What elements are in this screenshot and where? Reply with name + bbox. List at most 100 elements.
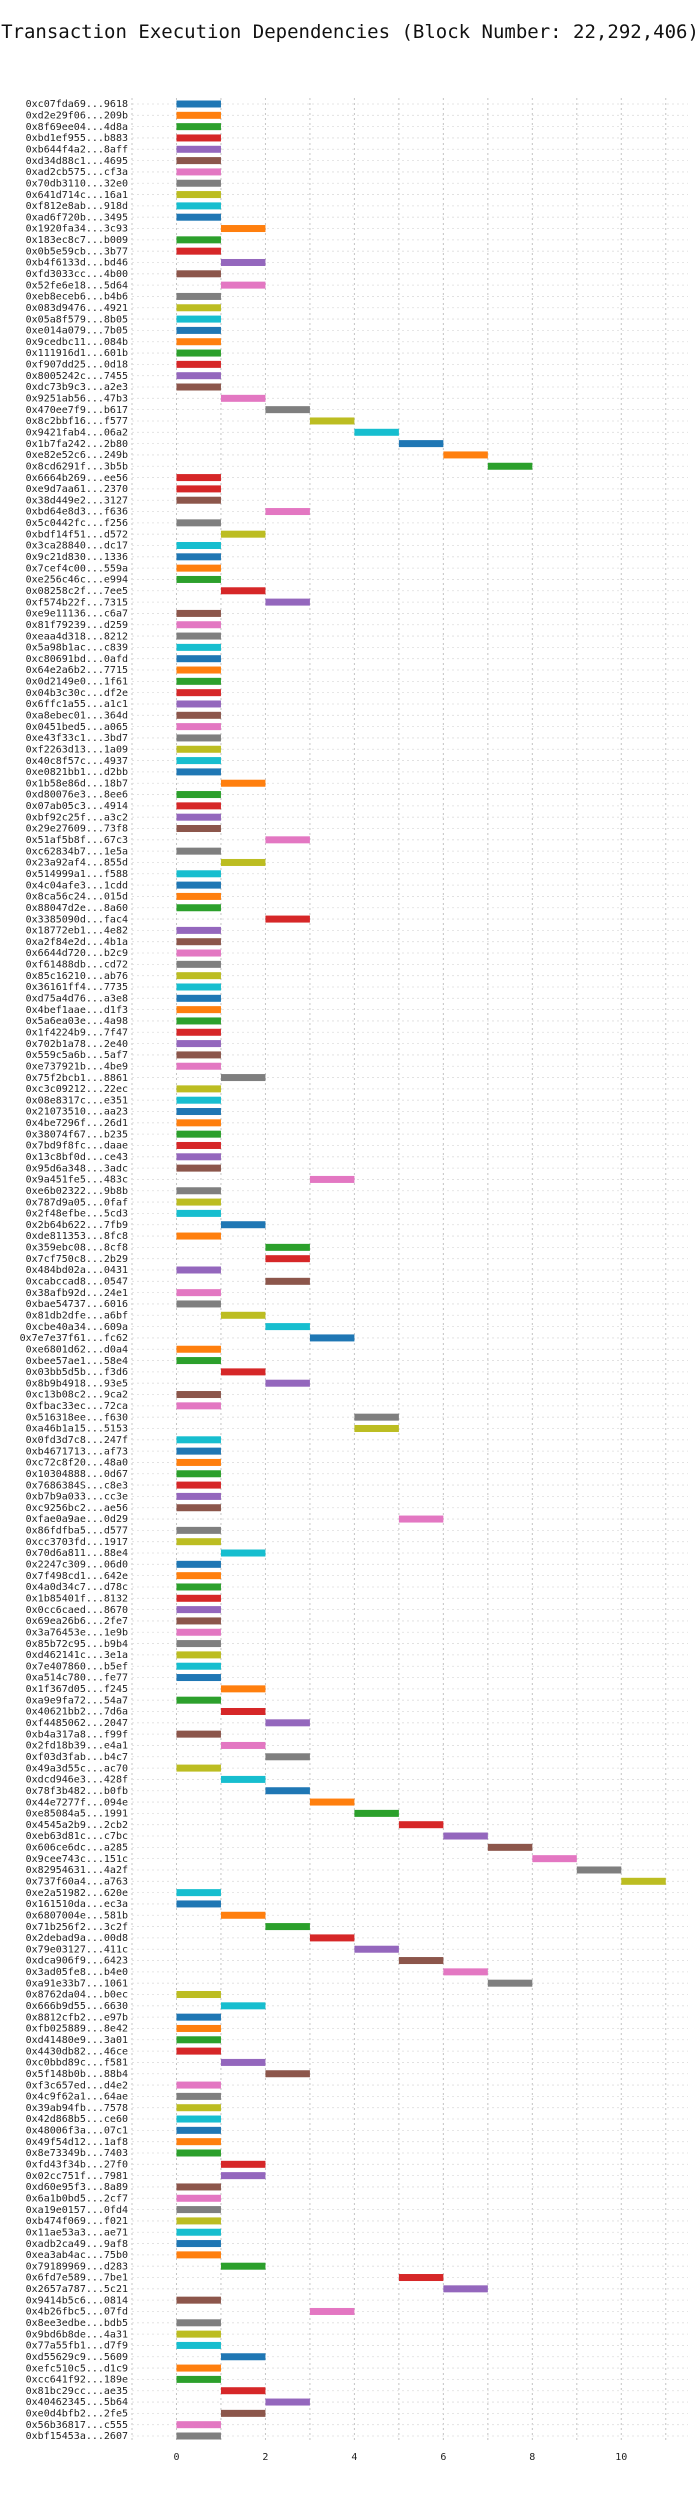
transaction-bar <box>176 2104 221 2112</box>
transaction-bar <box>220 1221 266 1229</box>
transaction-hash-label: 0xf3c657ed...d4e2 <box>26 2080 128 2091</box>
x-tick-label: 8 <box>529 2452 535 2463</box>
transaction-hash-label: 0xa9e9fa72...54a7 <box>26 1695 128 1706</box>
transaction-hash-label: 0x1f4224b9...7f47 <box>26 1027 128 1038</box>
transaction-bar <box>487 462 533 470</box>
transaction-hash-label: 0xeaa4d318...8212 <box>26 631 128 642</box>
transaction-bar <box>309 417 355 425</box>
transaction-bar <box>176 1062 221 1070</box>
transaction-bar <box>176 870 221 878</box>
transaction-hash-label: 0x4b26fbc5...07fd <box>26 2307 128 2318</box>
transaction-bar <box>176 1187 221 1195</box>
transaction-bar <box>176 2296 221 2304</box>
transaction-bar <box>176 1674 221 1682</box>
transaction-bar <box>220 2387 266 2395</box>
transaction-hash-label: 0xd55629c9...5609 <box>26 2352 128 2363</box>
transaction-bar <box>176 134 221 142</box>
transaction-bar <box>176 1696 221 1704</box>
transaction-bar <box>265 1787 310 1795</box>
transaction-hash-label: 0x7cf750c8...2b29 <box>26 1254 128 1265</box>
x-tick-label: 2 <box>262 2452 268 2463</box>
transaction-bar <box>265 1277 310 1285</box>
transaction-hash-label: 0xb4a317a8...f99f <box>26 1729 128 1740</box>
transaction-bar <box>176 1572 221 1580</box>
transaction-hash-label: 0x2b64b622...7fb9 <box>26 1220 128 1231</box>
transaction-hash-label: 0x6644d720...b2c9 <box>26 948 128 959</box>
transaction-bar <box>176 179 221 187</box>
transaction-hash-label: 0x81db2dfe...a6bf <box>26 1310 128 1321</box>
transaction-hash-label: 0x44e7277f...094e <box>26 1797 128 1808</box>
transaction-hash-label: 0xcbe40a34...609a <box>26 1322 128 1333</box>
transaction-hash-label: 0x9421fab4...06a2 <box>26 427 128 438</box>
transaction-hash-label: 0xb7b9a033...cc3e <box>26 1492 128 1503</box>
transaction-hash-label: 0x9414b5c6...0814 <box>26 2295 128 2306</box>
transaction-bar <box>176 1617 221 1625</box>
transaction-bar <box>176 1730 221 1738</box>
transaction-hash-label: 0xa2f84e2d...4b1a <box>26 937 128 948</box>
transaction-hash-label: 0x75f2bcb1...8861 <box>26 1073 128 1084</box>
transaction-bar <box>176 236 221 244</box>
transaction-hash-label: 0x2657a787...5c21 <box>26 2284 128 2295</box>
transaction-bar <box>220 587 266 595</box>
transaction-hash-label: 0xc9256bc2...ae56 <box>26 1503 128 1514</box>
transaction-hash-label: 0x05a8f579...8b05 <box>26 314 128 325</box>
transaction-bar <box>176 1628 221 1636</box>
transaction-bar <box>176 2421 221 2429</box>
transaction-bar <box>265 406 310 414</box>
transaction-hash-label: 0xe82e52c6...249b <box>26 450 128 461</box>
transaction-bar <box>176 757 221 765</box>
transaction-bar <box>176 519 221 527</box>
transaction-bar <box>265 1379 310 1387</box>
transaction-hash-label: 0x69ea26b6...2fe7 <box>26 1616 128 1627</box>
transaction-hash-label: 0x1b58e86d...18b7 <box>26 778 128 789</box>
transaction-bar <box>176 213 221 221</box>
transaction-bar <box>176 202 221 210</box>
transaction-hash-label: 0x70d6a811...88e4 <box>26 1548 128 1559</box>
transaction-hash-label: 0x6fd7e589...7be1 <box>26 2273 128 2284</box>
transaction-hash-label: 0xcc641f92...189e <box>26 2375 128 2386</box>
transaction-bar <box>176 1153 221 1161</box>
transaction-hash-label: 0x04b3c30c...df2e <box>26 688 128 699</box>
transaction-bar <box>176 1040 221 1048</box>
transaction-hash-label: 0x4bef1aae...d1f3 <box>26 1005 128 1016</box>
transaction-bar <box>176 2115 221 2123</box>
transaction-bar <box>220 1074 266 1082</box>
transaction-bar <box>176 315 221 323</box>
transaction-hash-label: 0x514999a1...f588 <box>26 869 128 880</box>
transaction-bar <box>265 1719 310 1727</box>
transaction-bar <box>443 1968 488 1976</box>
transaction-bar <box>398 440 444 448</box>
transaction-hash-label: 0xa91e33b7...1061 <box>26 1978 128 1989</box>
transaction-hash-label: 0x42d868b5...ce60 <box>26 2114 128 2125</box>
transaction-hash-label: 0xa514c780...fe77 <box>26 1673 128 1684</box>
transaction-bar <box>354 428 399 436</box>
transaction-hash-label: 0xf812e8ab...918d <box>26 201 128 212</box>
transaction-bar <box>176 2126 221 2134</box>
transaction-bar <box>176 621 221 629</box>
bar-layer <box>176 100 666 2440</box>
transaction-hash-label: 0x51af5b8f...67c3 <box>26 835 128 846</box>
transaction-hash-label: 0x8b9b4918...93e5 <box>26 1378 128 1389</box>
transaction-hash-label: 0x8812cfb2...e97b <box>26 2012 128 2023</box>
transaction-bar <box>265 1243 310 1251</box>
transaction-bar <box>176 2251 221 2259</box>
transaction-bar <box>176 677 221 685</box>
transaction-hash-label: 0x8c2bbf16...f577 <box>26 416 128 427</box>
transaction-hash-label: 0x8cd6291f...3b5b <box>26 461 128 472</box>
transaction-hash-label: 0x737f60a4...a763 <box>26 1877 128 1888</box>
transaction-bar <box>176 2364 221 2372</box>
transaction-hash-label: 0x64e2a6b2...7715 <box>26 665 128 676</box>
transaction-bar <box>220 2353 266 2361</box>
transaction-hash-label: 0x4c9f62a1...64ae <box>26 2092 128 2103</box>
transaction-bar <box>176 304 221 312</box>
transaction-bar <box>176 338 221 346</box>
transaction-hash-label: 0x21073510...aa23 <box>26 1107 128 1118</box>
transaction-hash-label: 0x0d2149e0...1f61 <box>26 677 128 688</box>
transaction-bar <box>487 1843 533 1851</box>
transaction-bar <box>176 1232 221 1240</box>
transaction-hash-label: 0x359ebc08...8cf8 <box>26 1243 128 1254</box>
transaction-bar <box>176 1300 221 1308</box>
transaction-hash-label: 0xe256c46c...e994 <box>26 575 128 586</box>
transaction-bar <box>176 100 221 108</box>
